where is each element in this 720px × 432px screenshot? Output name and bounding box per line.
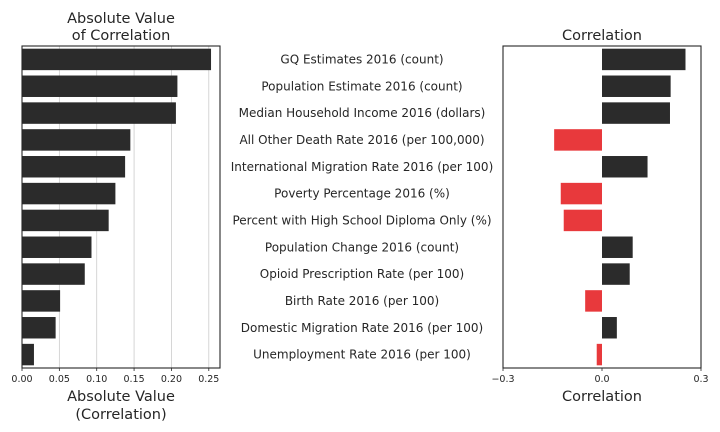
abs-value-bar	[22, 48, 212, 71]
positive-correlation-bar	[602, 48, 686, 71]
left-chart-title: Absolute Value	[67, 11, 175, 27]
left-tick-label: 0.10	[86, 374, 107, 385]
left-plot-frame	[21, 45, 221, 369]
left-tick-label: 0.15	[123, 374, 144, 385]
abs-value-bar	[22, 182, 116, 205]
positive-correlation-bar	[602, 102, 670, 124]
left-tick-label: 0.05	[49, 374, 70, 385]
negative-correlation-bar	[585, 290, 602, 312]
right-chart-title: Correlation	[562, 28, 642, 44]
abs-value-bar	[22, 290, 61, 312]
positive-correlation-bar	[602, 156, 648, 178]
abs-value-bar	[22, 102, 176, 124]
right-tick-label: 0.0	[594, 374, 609, 385]
category-label: Population Change 2016 (count)	[265, 240, 459, 254]
negative-correlation-bar	[563, 209, 602, 232]
category-label: Birth Rate 2016 (per 100)	[285, 294, 439, 308]
left-axis-label: Absolute Value	[67, 389, 175, 405]
category-label: International Migration Rate 2016 (per 1…	[231, 160, 494, 174]
positive-correlation-bar	[602, 75, 671, 97]
category-labels: GQ Estimates 2016 (count) Population Esti…	[231, 52, 494, 361]
abs-value-bar	[22, 75, 178, 97]
negative-correlation-bar	[596, 343, 602, 366]
abs-value-bar	[22, 156, 126, 178]
right-tick-label: −0.3	[491, 374, 514, 385]
left-tick-label: 0.25	[198, 374, 219, 385]
negative-correlation-bar	[554, 129, 602, 151]
right-tick-label: 0.3	[693, 374, 708, 385]
abs-value-bar	[22, 236, 92, 258]
abs-value-bar	[22, 317, 56, 339]
category-label: Median Household Income 2016 (dollars)	[239, 106, 486, 120]
left-axis-label: (Correlation)	[75, 407, 166, 423]
left-chart-title: of Correlation	[72, 28, 171, 44]
positive-correlation-bar	[602, 317, 617, 339]
category-label: Opioid Prescription Rate (per 100)	[260, 267, 464, 281]
positive-correlation-bar	[602, 263, 630, 285]
category-label: Percent with High School Diploma Only (%…	[232, 213, 491, 227]
right-axis-label: Correlation	[562, 389, 642, 405]
category-label: All Other Death Rate 2016 (per 100,000)	[239, 133, 484, 147]
category-label: Domestic Migration Rate 2016 (per 100)	[241, 321, 483, 335]
left-tick-label: 0.00	[11, 374, 32, 385]
category-label: Population Estimate 2016 (count)	[261, 79, 462, 93]
correlation-chart: −0.3 0.0 0.3 Correlation Correlation	[491, 28, 708, 405]
category-label: GQ Estimates 2016 (count)	[280, 52, 443, 66]
abs-value-bar	[22, 209, 109, 232]
left-tick-label: 0.20	[161, 374, 182, 385]
category-label: Poverty Percentage 2016 (%)	[274, 187, 450, 201]
abs-value-bar	[22, 343, 34, 366]
category-label: Unemployment Rate 2016 (per 100)	[253, 348, 471, 362]
positive-correlation-bar	[602, 236, 633, 258]
negative-correlation-bar	[560, 182, 602, 205]
abs-value-bar	[22, 263, 85, 285]
abs-value-bar	[22, 129, 131, 151]
